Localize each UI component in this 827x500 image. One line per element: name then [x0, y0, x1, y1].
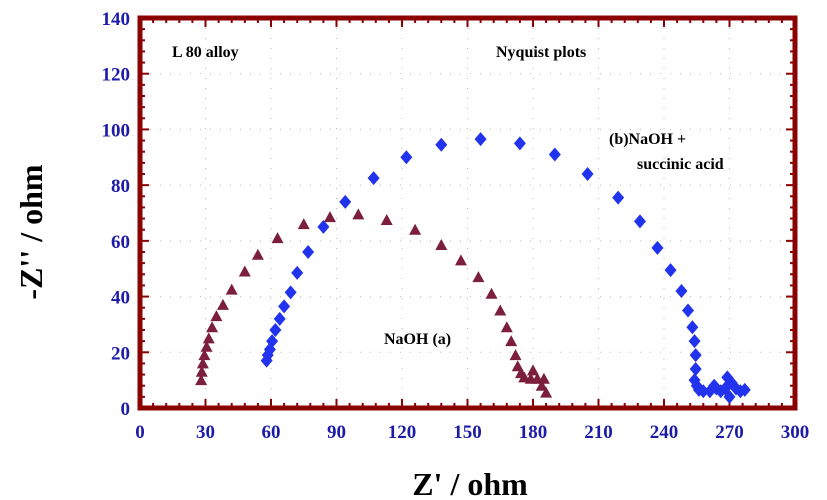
diamond-point: [548, 147, 561, 162]
diamond-point: [612, 190, 625, 205]
x-tick-label: 210: [584, 422, 613, 443]
x-tick-label: 240: [650, 422, 679, 443]
alloy-label: L 80 alloy: [172, 44, 239, 61]
diamond-point: [317, 219, 330, 234]
triangle-point: [198, 349, 211, 361]
triangle-point: [225, 283, 238, 295]
triangle-point: [202, 332, 215, 344]
diamond-point: [651, 240, 664, 255]
x-axis-ticks: 0 30 60 90 120 150 180 210 240 270 300: [135, 422, 809, 443]
x-tick-label: 120: [388, 422, 417, 443]
diamond-point: [738, 382, 751, 397]
triangle-point: [472, 271, 485, 283]
diamond-point: [278, 299, 291, 314]
x-tick-label: 60: [262, 422, 281, 443]
series-b-label-line1: (b)NaOH +: [609, 131, 686, 148]
triangle-point: [505, 335, 518, 347]
triangle-point: [485, 287, 498, 299]
x-tick-label: 150: [453, 422, 482, 443]
x-tick-label: 270: [715, 422, 744, 443]
series-naoh: [195, 208, 553, 398]
triangle-point: [271, 232, 284, 244]
diamond-point: [689, 362, 702, 376]
triangle-point: [454, 254, 467, 266]
diamond-point: [682, 303, 695, 318]
triangle-point: [206, 321, 219, 333]
diamond-point: [686, 320, 699, 335]
diamond-point: [435, 137, 448, 152]
diamond-point: [400, 150, 413, 165]
x-tick-label: 300: [781, 422, 810, 443]
x-axis-title: Z' / ohm: [412, 466, 528, 500]
triangle-point: [196, 357, 209, 369]
series-a-label: NaOH (a): [384, 331, 451, 348]
diamond-point: [664, 263, 677, 278]
diamond-point: [273, 311, 286, 326]
triangle-point: [527, 364, 539, 376]
triangle-point: [540, 386, 553, 398]
diamond-point: [266, 334, 279, 349]
triangle-point: [210, 310, 223, 322]
diamond-point: [581, 167, 594, 181]
triangle-point: [297, 218, 310, 230]
diamond-point: [284, 285, 297, 300]
y-axis-title: -Z'' / ohm: [13, 164, 49, 299]
triangle-point: [200, 340, 213, 352]
diamond-point: [633, 214, 646, 229]
diamond-point: [367, 171, 380, 186]
diamond-point: [675, 284, 688, 298]
diamond-point: [688, 334, 701, 349]
triangle-point: [352, 208, 365, 220]
diamond-point: [339, 194, 352, 209]
triangle-point: [537, 372, 550, 384]
y-tick-label: 120: [102, 65, 131, 86]
x-tick-label: 90: [327, 422, 346, 443]
diamond-point: [474, 132, 487, 147]
triangle-point: [216, 298, 229, 310]
y-tick-label: 140: [102, 9, 131, 30]
diamond-point: [513, 136, 526, 151]
triangle-point: [435, 239, 448, 251]
triangle-point: [535, 379, 548, 391]
triangle-point: [380, 213, 393, 225]
triangle-point: [238, 265, 251, 277]
series-b-label-line2: succinic acid: [637, 156, 724, 173]
x-tick-label: 180: [519, 422, 548, 443]
diamond-point: [291, 265, 304, 280]
y-tick-label: 0: [121, 399, 131, 420]
y-tick-label: 100: [102, 120, 131, 141]
triangle-point: [195, 365, 208, 377]
x-tick-label: 30: [196, 422, 215, 443]
y-tick-label: 40: [111, 288, 130, 309]
y-tick-label: 20: [111, 343, 130, 364]
y-tick-label: 60: [111, 232, 130, 253]
diamond-point: [723, 389, 736, 404]
diamond-point: [302, 245, 315, 259]
data-series: [195, 132, 751, 404]
triangle-point: [251, 248, 264, 260]
diamond-point: [697, 384, 710, 399]
triangle-point: [509, 349, 522, 361]
y-axis-ticks: 0 20 40 60 80 100 120 140: [102, 9, 131, 420]
triangle-point: [323, 211, 336, 223]
plot-frame: [137, 15, 798, 411]
series-naoh-succinic: [260, 132, 751, 404]
triangle-point: [494, 304, 507, 316]
triangle-point: [500, 321, 513, 333]
diamond-point: [269, 323, 282, 337]
y-tick-label: 80: [111, 176, 130, 197]
x-tick-label: 0: [135, 422, 145, 443]
triangle-point: [195, 374, 208, 386]
diamond-point: [689, 348, 702, 363]
triangle-point: [409, 223, 422, 235]
plot-type-label: Nyquist plots: [496, 44, 586, 61]
